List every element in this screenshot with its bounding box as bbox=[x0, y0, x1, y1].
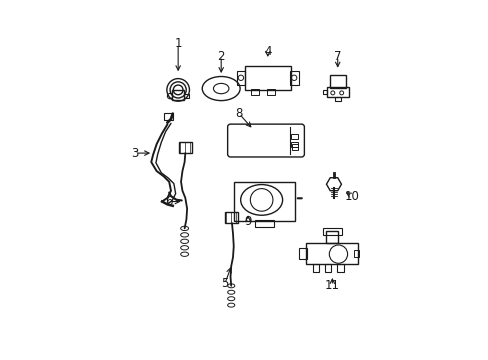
Text: 2: 2 bbox=[217, 50, 224, 63]
Bar bbox=[292, 144, 298, 150]
Bar bbox=[289, 71, 298, 85]
Text: 3: 3 bbox=[131, 147, 139, 159]
Bar bbox=[326, 87, 348, 98]
Bar bbox=[312, 264, 319, 273]
Bar bbox=[334, 97, 340, 102]
Bar bbox=[236, 71, 245, 85]
Bar bbox=[298, 248, 306, 259]
Bar bbox=[251, 89, 258, 95]
Bar bbox=[172, 90, 183, 100]
Text: 9: 9 bbox=[244, 215, 251, 228]
Text: 8: 8 bbox=[235, 107, 243, 120]
Bar bbox=[267, 89, 274, 95]
Text: 10: 10 bbox=[344, 190, 359, 203]
Bar bbox=[183, 94, 189, 98]
Text: 11: 11 bbox=[324, 279, 339, 292]
Text: 7: 7 bbox=[333, 50, 341, 63]
Bar bbox=[244, 66, 290, 90]
Bar bbox=[163, 113, 172, 120]
Text: 5: 5 bbox=[221, 278, 228, 291]
Bar bbox=[353, 250, 359, 257]
Bar bbox=[322, 90, 326, 94]
Bar bbox=[322, 228, 342, 235]
Text: 4: 4 bbox=[264, 45, 271, 58]
Text: 6: 6 bbox=[165, 195, 173, 208]
Bar bbox=[329, 75, 345, 87]
Bar bbox=[233, 182, 294, 221]
Bar bbox=[325, 231, 338, 243]
Bar bbox=[225, 212, 238, 223]
Bar bbox=[324, 264, 331, 273]
Bar bbox=[306, 243, 358, 264]
Text: 1: 1 bbox=[174, 37, 182, 50]
Bar bbox=[254, 220, 273, 227]
Bar bbox=[290, 134, 298, 139]
Bar bbox=[336, 264, 343, 273]
Bar bbox=[290, 142, 298, 147]
Bar bbox=[179, 142, 191, 153]
